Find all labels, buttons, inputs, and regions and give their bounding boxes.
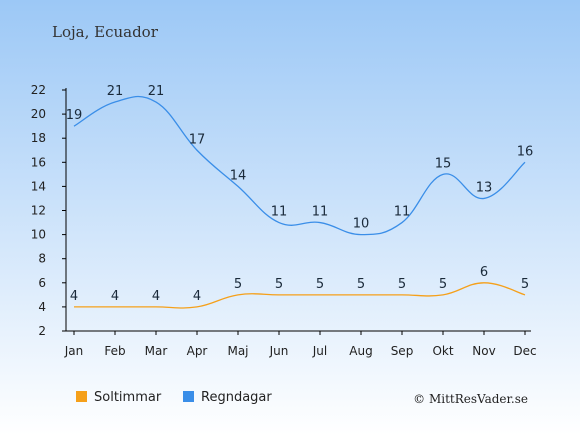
data-label-regndagar: 11	[271, 205, 288, 220]
data-labels: 4 4 4 4 5 5 5 5 5 5 6 5 19 21 21 17 14 11 11 10 11 15 13 16	[66, 84, 534, 304]
y-tick-label: 6	[38, 276, 46, 290]
y-tick-label: 14	[31, 179, 46, 193]
x-tick-label: Sep	[391, 344, 414, 358]
series-line-soltimmar	[73, 282, 526, 309]
x-tick-label: Mar	[145, 344, 168, 358]
data-label-soltimmar: 4	[193, 289, 201, 304]
data-label-regndagar: 17	[189, 132, 206, 147]
data-label-regndagar: 13	[476, 180, 493, 195]
legend-label-regndagar: Regndagar	[201, 390, 272, 405]
y-tick-label: 2	[38, 324, 46, 338]
x-tick-label: Apr	[187, 344, 208, 358]
data-label-soltimmar: 5	[521, 277, 529, 292]
data-label-soltimmar: 5	[439, 277, 447, 292]
data-label-regndagar: 21	[107, 84, 124, 99]
data-label-regndagar: 11	[312, 205, 329, 220]
x-tick-label: Jul	[312, 344, 327, 358]
data-label-soltimmar: 4	[152, 289, 160, 304]
y-tick-label: 20	[31, 107, 46, 121]
data-label-soltimmar: 4	[70, 289, 78, 304]
y-tick-label: 22	[31, 83, 46, 97]
x-tick-label: Aug	[349, 344, 372, 358]
y-tick-label: 4	[38, 300, 46, 314]
data-label-regndagar: 19	[66, 108, 83, 123]
chart-title: Loja, Ecuador	[52, 23, 159, 41]
x-tick-label: Feb	[104, 344, 125, 358]
data-label-regndagar: 10	[353, 217, 370, 232]
data-label-soltimmar: 5	[234, 277, 242, 292]
credit-text: © MittResVader.se	[413, 392, 528, 406]
legend-swatch-regndagar	[183, 391, 194, 402]
legend-label-soltimmar: Soltimmar	[94, 390, 162, 405]
x-tick-label: Jun	[269, 344, 289, 358]
x-tick-label: Dec	[513, 344, 536, 358]
series-layer	[73, 95, 526, 309]
series-line-regndagar	[73, 95, 526, 236]
legend-swatch-soltimmar	[76, 391, 87, 402]
y-tick-label: 12	[31, 204, 46, 218]
x-tick-label: Okt	[432, 344, 453, 358]
x-tick-label: Maj	[227, 344, 248, 358]
axes: 2 4 6 8 10 12 14 16 18 20 22 Jan Feb Mar Apr Maj Jun Jul A…	[31, 83, 537, 358]
data-label-regndagar: 14	[230, 168, 247, 183]
data-label-soltimmar: 6	[480, 265, 488, 280]
y-tick-label: 16	[31, 155, 46, 169]
data-label-soltimmar: 5	[357, 277, 365, 292]
data-label-regndagar: 11	[394, 205, 411, 220]
x-tick-label: Jan	[64, 344, 84, 358]
data-label-soltimmar: 5	[316, 277, 324, 292]
y-tick-label: 10	[31, 228, 46, 242]
data-label-regndagar: 16	[517, 144, 534, 159]
data-label-soltimmar: 5	[275, 277, 283, 292]
y-tick-label: 8	[38, 252, 46, 266]
data-label-soltimmar: 5	[398, 277, 406, 292]
data-label-soltimmar: 4	[111, 289, 119, 304]
data-label-regndagar: 15	[435, 156, 452, 171]
data-label-regndagar: 21	[148, 84, 165, 99]
y-tick-label: 18	[31, 131, 46, 145]
x-tick-label: Nov	[472, 344, 495, 358]
legend: Soltimmar Regndagar	[76, 390, 272, 405]
